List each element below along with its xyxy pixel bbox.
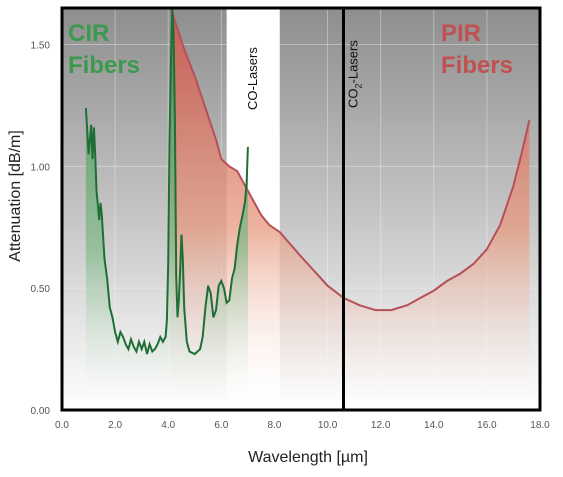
co-lasers-label: CO-Lasers (245, 47, 260, 110)
cir-fibers-area (85, 8, 248, 410)
x-tick-label: 2.0 (108, 420, 122, 431)
x-tick-label: 14.0 (424, 420, 444, 431)
co2-lasers-label: CO2-Lasers (345, 40, 363, 108)
y-tick-labels: 0.00 0.50 1.00 1.50 (31, 41, 51, 417)
x-tick-label: 18.0 (530, 420, 550, 431)
x-tick-label: 12.0 (371, 420, 391, 431)
y-tick-label: 1.50 (31, 41, 51, 52)
y-tick-label: 0.00 (31, 406, 51, 417)
y-tick-label: 0.50 (31, 284, 51, 295)
cir-fibers-line (84, 8, 249, 356)
x-tick-label: 10.0 (318, 420, 338, 431)
x-tick-labels: 0.0 2.0 4.0 6.0 8.0 10.0 12.0 14.0 16.0 18.0 (55, 420, 550, 431)
pir-fibers-line (169, 8, 531, 312)
x-tick-label: 6.0 (214, 420, 228, 431)
x-tick-label: 8.0 (267, 420, 281, 431)
x-axis-title: Wavelength [µm] (248, 449, 368, 466)
pir-fibers-area (170, 8, 530, 410)
y-axis-title: Attenuation [dB/m] (7, 130, 24, 262)
y-tick-label: 1.00 (31, 162, 51, 173)
plot-border (60, 6, 542, 412)
cir-fibers-label-line1: CIR (68, 20, 109, 47)
x-tick-label: 0.0 (55, 420, 69, 431)
pir-fibers-label-line2: Fibers (441, 52, 513, 79)
x-tick-label: 16.0 (477, 420, 497, 431)
x-tick-label: 4.0 (161, 420, 175, 431)
cir-fibers-label-line2: Fibers (68, 52, 140, 79)
pir-fibers-label-line1: PIR (441, 20, 481, 47)
